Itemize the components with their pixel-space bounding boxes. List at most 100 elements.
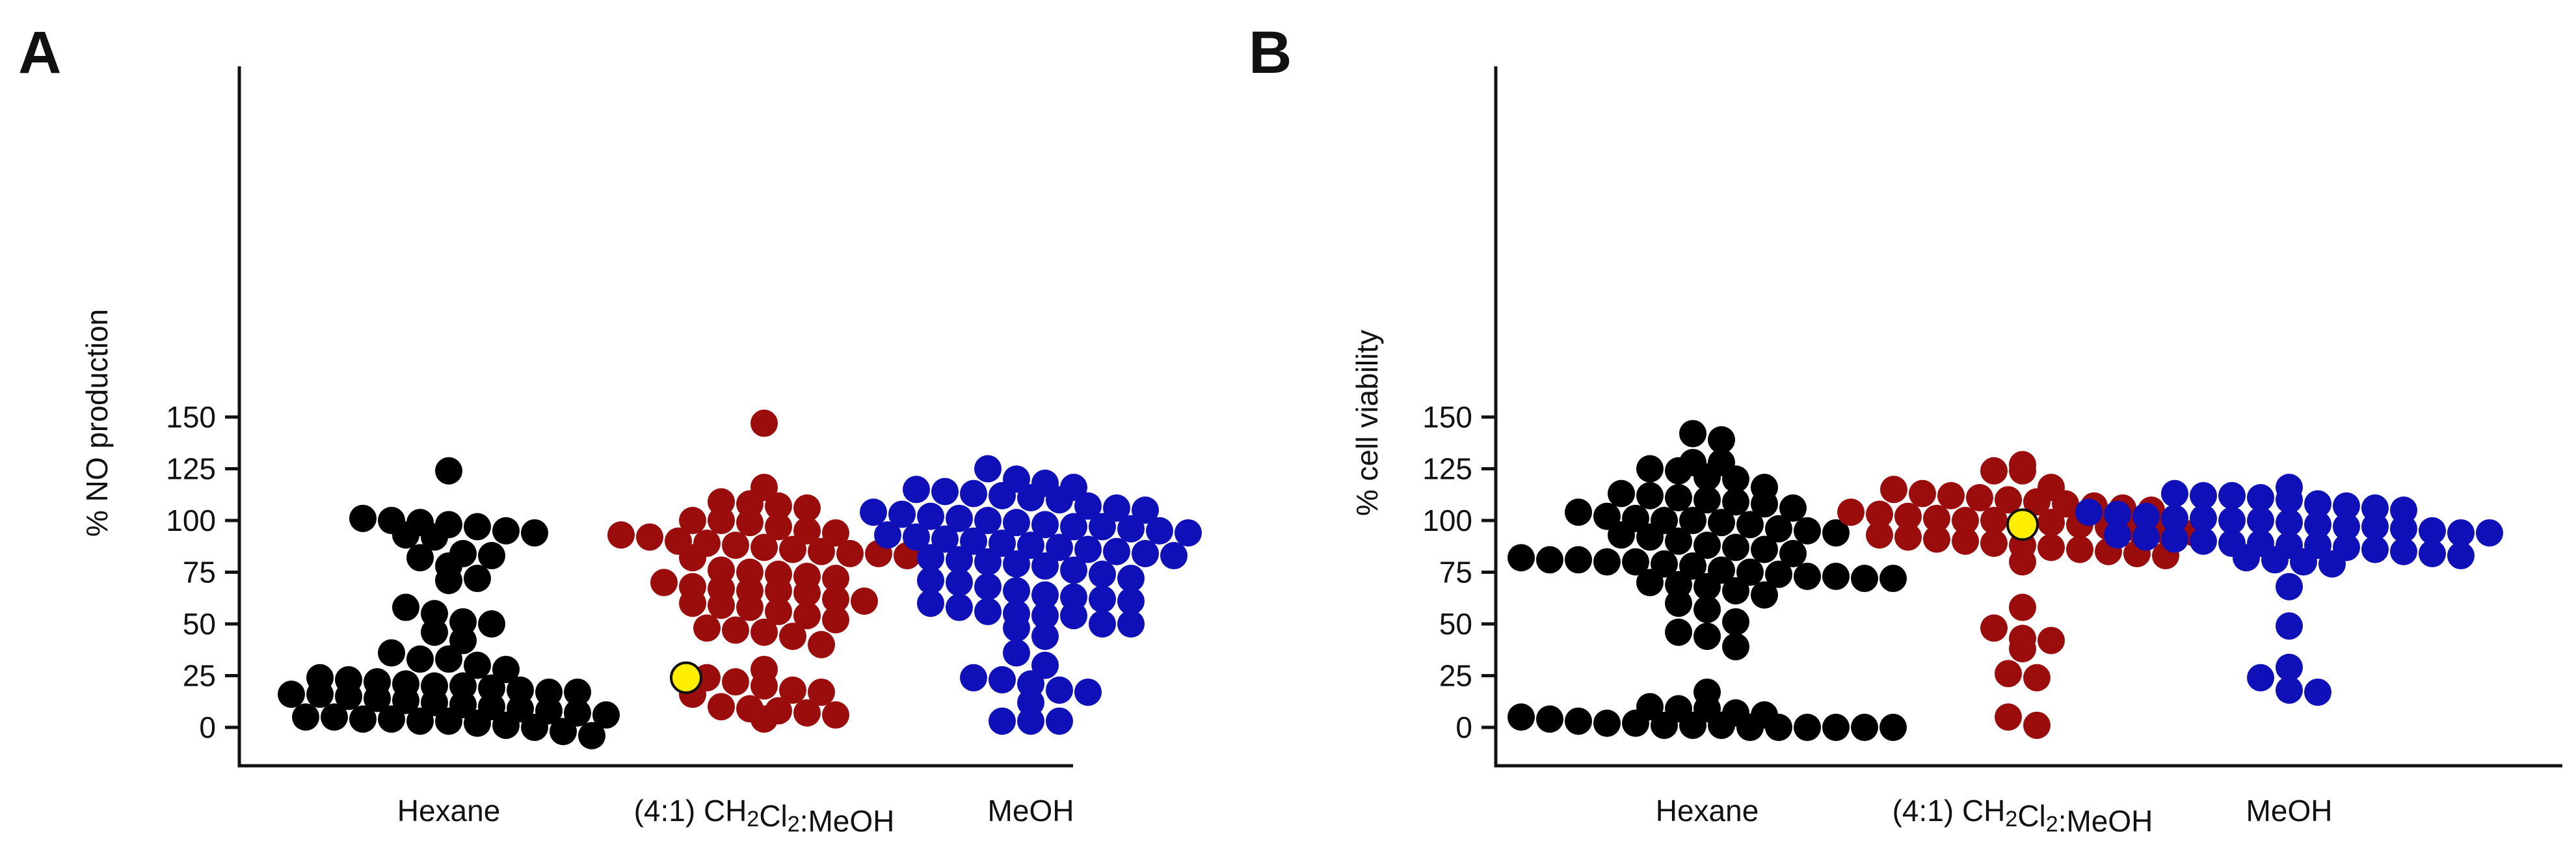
panel-b-dot-ch2cl2-meoh — [2066, 535, 2093, 563]
panel-a-dot-ch2cl2-meoh — [808, 537, 835, 565]
panel-a-dot-meoh — [974, 597, 1002, 625]
panel-b-dot-meoh — [2104, 500, 2131, 528]
panel-a-dot-meoh — [1031, 552, 1059, 580]
panel-b-dot-ch2cl2-meoh — [1995, 660, 2022, 688]
panel-b-dot-meoh — [2276, 612, 2303, 640]
panel-b-dot-meoh — [2190, 481, 2217, 509]
panel-b-dot-meoh — [2276, 653, 2303, 681]
panel-a-dot-ch2cl2-meoh — [650, 569, 678, 597]
panel-a-dot-meoh — [1074, 492, 1102, 520]
panel-b-dot-ch2cl2-meoh — [1980, 457, 2008, 485]
panel-a-dot-hexane — [306, 664, 334, 692]
panel-b-dot-hexane — [1693, 623, 1721, 651]
panel-b-dot-meoh — [2276, 532, 2303, 560]
panel-b-dot-meoh — [2304, 678, 2331, 706]
panel-a-dot-ch2cl2-meoh — [679, 573, 706, 601]
panel-b-dot-hexane — [1722, 577, 1749, 605]
panel-a-dot-ch2cl2-meoh — [736, 558, 764, 586]
panel-a-dot-meoh — [888, 500, 916, 528]
panel-a-dot-meoh — [1060, 583, 1087, 611]
panel-a-dot-hexane — [492, 655, 520, 683]
panel-a-dot-ch2cl2-meoh — [722, 668, 749, 696]
panel-b-category-label: MeOH — [2246, 794, 2333, 828]
panel-a-dot-hexane — [378, 705, 405, 733]
panel-b-dot-ch2cl2-meoh — [1923, 525, 1950, 553]
panel-b-dot-hexane — [1794, 517, 1821, 545]
panel-b-dot-meoh — [2218, 481, 2246, 509]
panel-b-dot-ch2cl2-meoh — [2038, 627, 2065, 655]
panel-a-category-labels: Hexane (4:1) CH2Cl2:MeOH MeOH — [397, 794, 1074, 838]
panel-a-dot-meoh — [974, 573, 1002, 601]
panel-b-dot-hexane — [1565, 707, 1592, 735]
panel-a-y-tick-label: 150 — [166, 400, 216, 434]
panel-a-dot-hexane — [507, 676, 534, 704]
panel-a-dot-hexane — [478, 610, 505, 638]
panel-b-dot-hexane — [1851, 565, 1878, 593]
panel-b-dot-meoh — [2361, 535, 2389, 563]
panel-a-dot-meoh — [960, 664, 987, 692]
panel-b-dot-hexane — [1879, 714, 1907, 741]
panel-b-dot-meoh — [2247, 484, 2274, 512]
panel-a-dot-meoh — [989, 666, 1016, 694]
panel-b-dot-ch2cl2-meoh — [2009, 451, 2036, 479]
panel-b-dot-meoh — [2476, 519, 2503, 547]
panel-b-dot-meoh — [2304, 511, 2331, 539]
panel-b-dot-ch2cl2-meoh — [1866, 500, 1893, 528]
panel-b-dot-ch2cl2-meoh — [2009, 625, 2036, 653]
panel-b-dot-hexane — [1665, 695, 1692, 723]
panel-a-y-tick-label: 75 — [183, 556, 216, 589]
panel-a-dot-meoh — [946, 546, 973, 574]
panel-b-dot-hexane — [1651, 507, 1678, 534]
panel-a-dot-meoh — [1031, 581, 1059, 609]
panel-a-y-tick-label: 25 — [183, 659, 216, 693]
panel-a-dot-ch2cl2-meoh — [793, 602, 821, 630]
panel-a-dot-ch2cl2-meoh — [765, 697, 792, 725]
panel-b-dots — [1507, 420, 2503, 741]
panel-b-dot-hexane — [1622, 548, 1649, 576]
panel-a-dot-meoh — [1003, 577, 1030, 605]
panel-a-dot-ch2cl2-meoh — [765, 513, 792, 541]
panel-a-dot-hexane — [435, 457, 462, 485]
panel-a-dot-hexane — [406, 645, 434, 673]
panel-b-dot-hexane — [1593, 502, 1621, 530]
panel-b-dot-hexane — [1822, 519, 1850, 547]
panel-b-dot-ch2cl2-meoh — [1980, 614, 2008, 642]
panel-a-dot-meoh — [1074, 535, 1102, 563]
panel-a-dot-hexane — [478, 542, 505, 570]
panel-b-y-tick-label: 150 — [1422, 400, 1472, 434]
panel-b-dot-meoh — [2247, 507, 2274, 534]
panel-b-dot-hexane — [1708, 448, 1735, 476]
panel-b-dot-meoh — [2276, 474, 2303, 502]
panel-a-dot-meoh — [917, 502, 944, 530]
panel-a-dot-meoh — [974, 507, 1002, 534]
panel-b-dot-meoh — [2132, 502, 2160, 530]
panel-b-dot-hexane — [1779, 494, 1807, 522]
panel-a-dot-meoh — [1003, 509, 1030, 537]
panel-b-y-tick-label: 125 — [1422, 452, 1472, 486]
panel-a-dot-hexane — [321, 703, 348, 731]
panel-a-category-label: MeOH — [988, 794, 1074, 828]
panel-b-dot-ch2cl2-meoh — [2038, 509, 2065, 537]
panel-b-dot-hexane — [1722, 608, 1749, 636]
panel-b-dot-hexane — [1851, 714, 1878, 741]
panel-b-dot-meoh — [2447, 519, 2475, 547]
panel-b-dot-hexane — [1679, 448, 1706, 476]
panel-b-dot-hexane — [1679, 507, 1706, 534]
panel-b-dot-hexane — [1722, 632, 1749, 660]
panel-b-dot-hexane — [1708, 509, 1735, 537]
panel-a-dot-hexane — [421, 600, 448, 628]
panel-a-dot-ch2cl2-meoh — [851, 587, 878, 615]
panel-b-dot-ch2cl2-meoh — [1980, 529, 2008, 557]
panel-b-dot-hexane — [1608, 479, 1635, 507]
panel-b-dot-meoh — [2132, 523, 2160, 551]
panel-a-dot-hexane — [592, 701, 620, 729]
panel-b-dot-meoh — [2304, 490, 2331, 518]
panel-a-y-tick-label: 0 — [199, 710, 216, 744]
panel-a-dot-meoh — [1132, 539, 1159, 567]
panel-a-dot-hexane — [564, 699, 591, 727]
panel-a-dot-hexane — [464, 651, 491, 679]
panel-b-axes — [1494, 66, 2562, 768]
panel-a-dot-meoh — [1031, 651, 1059, 679]
panel-b-dot-ch2cl2-meoh — [1923, 504, 1950, 532]
panel-b-dot-hexane — [1507, 703, 1535, 731]
